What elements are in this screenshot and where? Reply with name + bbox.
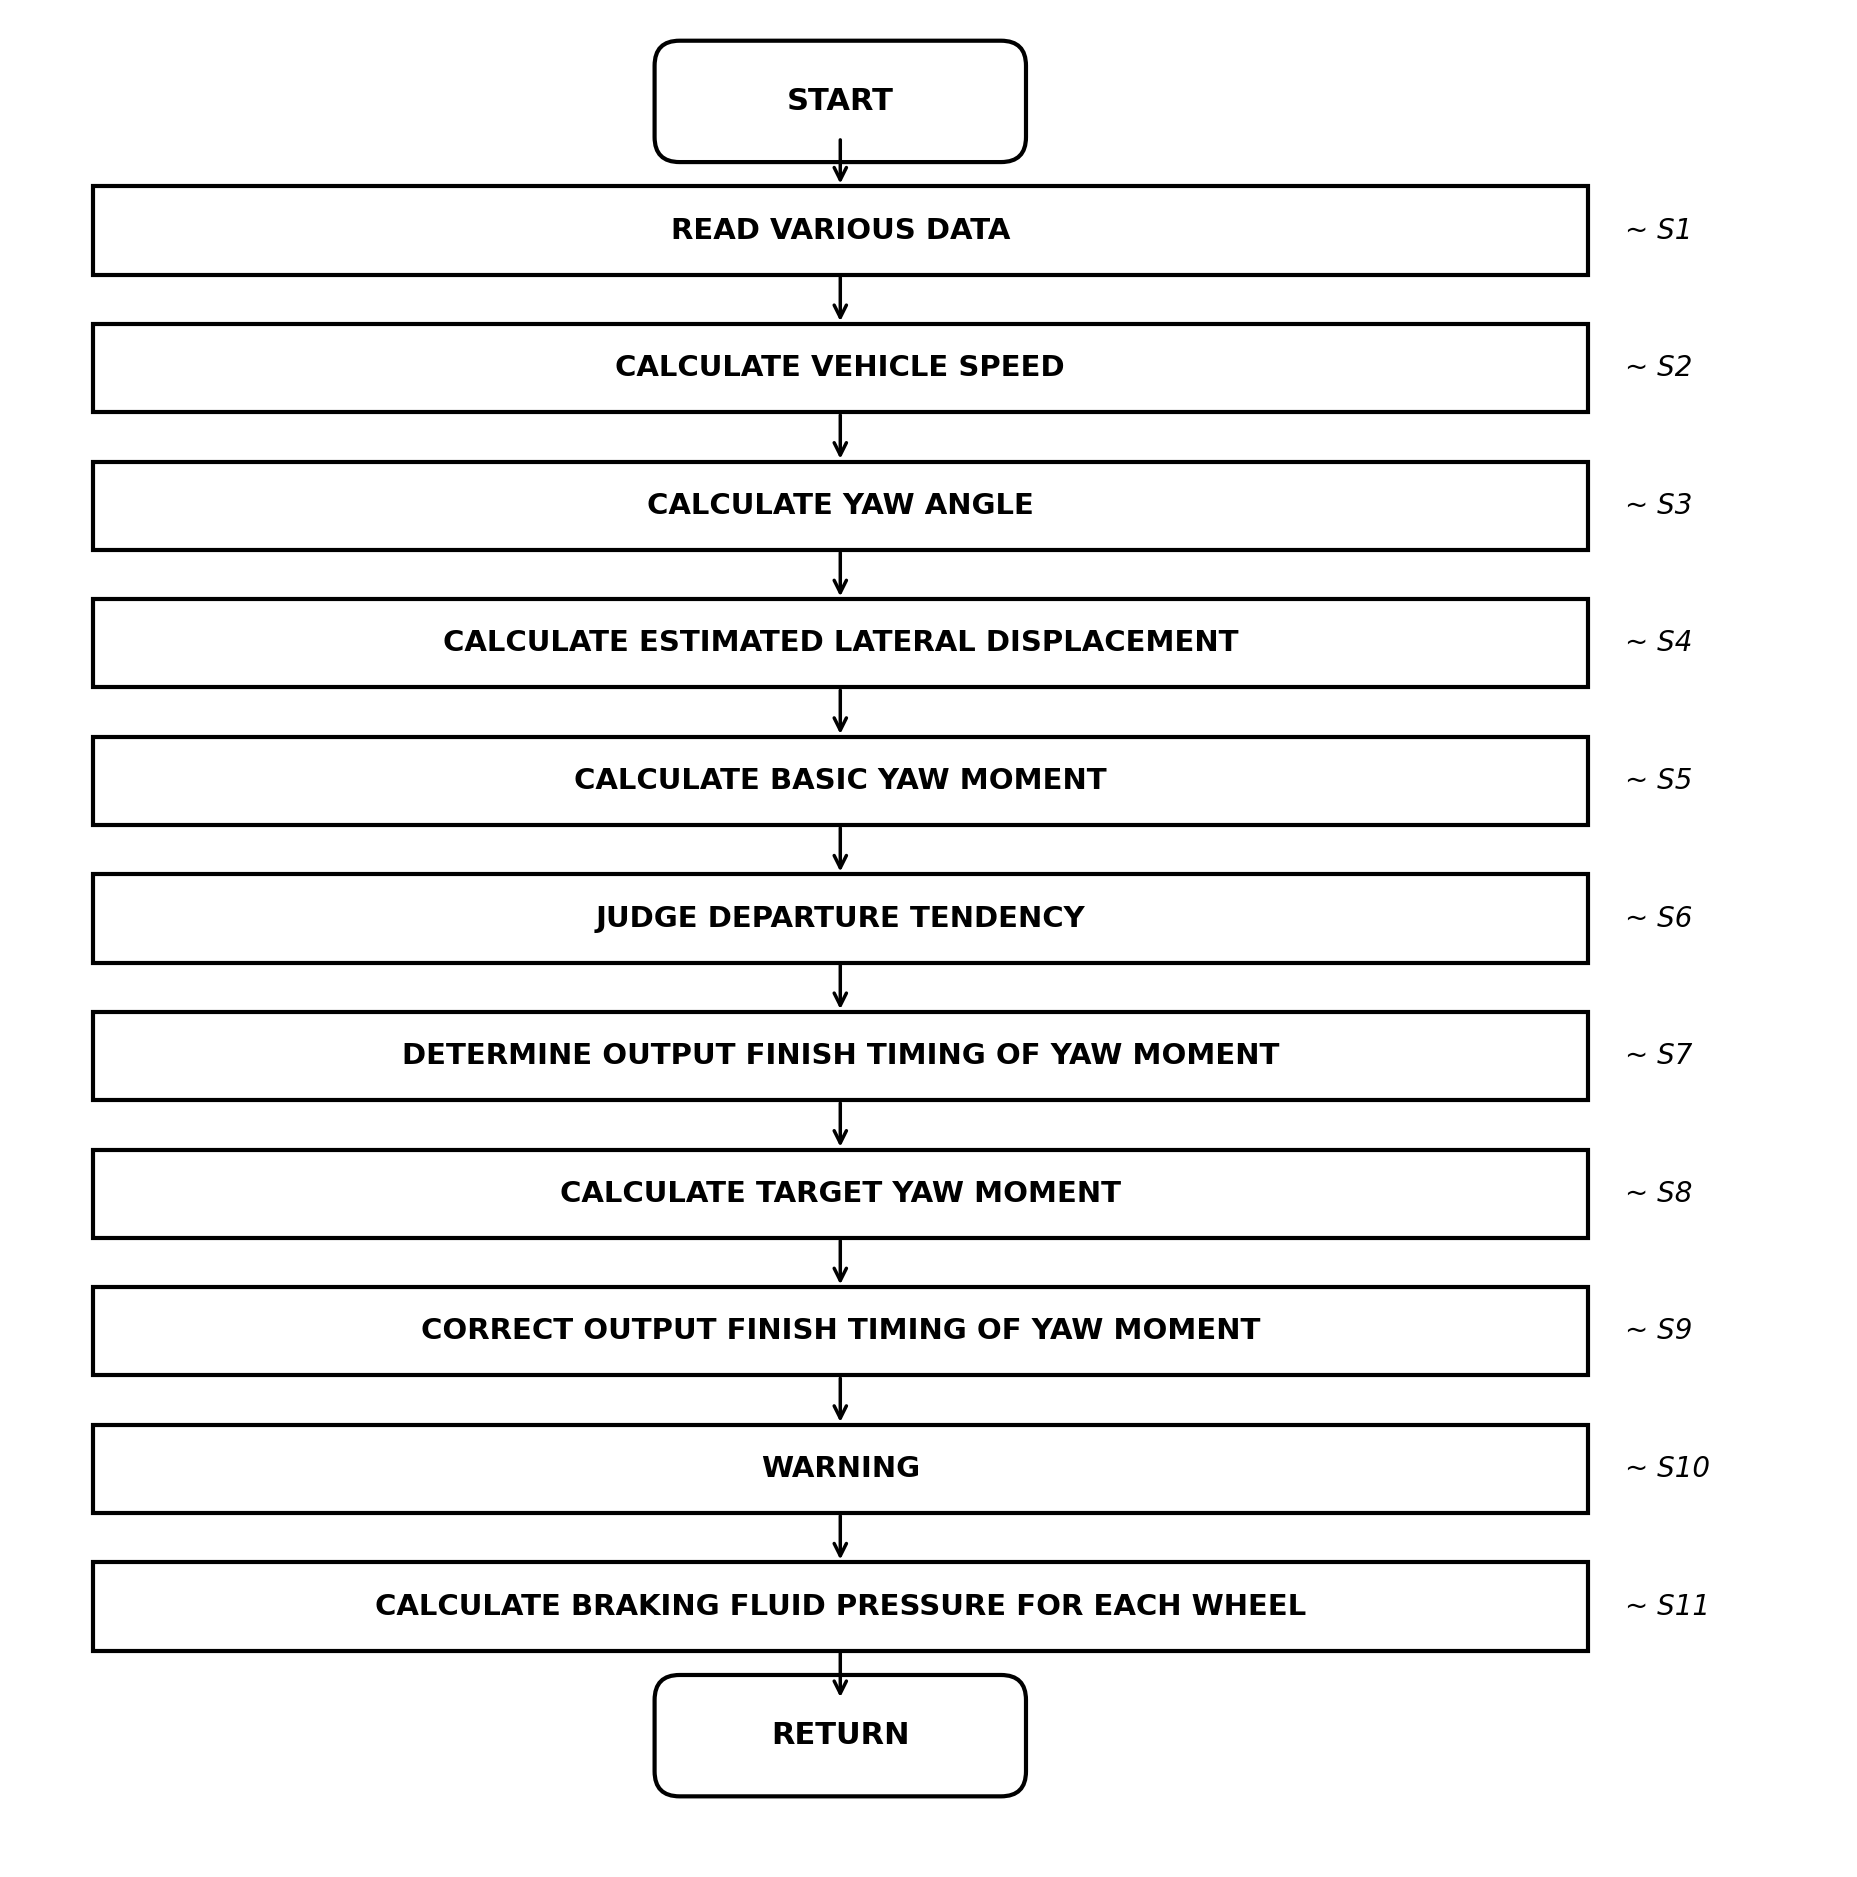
Bar xyxy=(93,599,1588,687)
Bar xyxy=(93,1288,1588,1376)
Text: ~ S9: ~ S9 xyxy=(1625,1318,1692,1346)
Text: JUDGE DEPARTURE TENDENCY: JUDGE DEPARTURE TENDENCY xyxy=(596,905,1084,933)
Text: ~ S11: ~ S11 xyxy=(1625,1592,1710,1620)
Text: ~ S7: ~ S7 xyxy=(1625,1042,1692,1070)
Text: ~ S6: ~ S6 xyxy=(1625,905,1692,933)
FancyBboxPatch shape xyxy=(654,41,1025,161)
Bar xyxy=(93,1562,1588,1650)
Text: ~ S4: ~ S4 xyxy=(1625,629,1692,657)
Bar xyxy=(93,186,1588,274)
Bar xyxy=(93,1425,1588,1513)
Text: ~ S2: ~ S2 xyxy=(1625,355,1692,383)
Text: RETURN: RETURN xyxy=(771,1721,910,1749)
Text: CORRECT OUTPUT FINISH TIMING OF YAW MOMENT: CORRECT OUTPUT FINISH TIMING OF YAW MOME… xyxy=(420,1318,1261,1346)
Bar xyxy=(93,325,1588,413)
Text: ~ S5: ~ S5 xyxy=(1625,768,1692,796)
Text: CALCULATE TARGET YAW MOMENT: CALCULATE TARGET YAW MOMENT xyxy=(559,1181,1122,1207)
Bar xyxy=(93,1149,1588,1237)
Text: CALCULATE BRAKING FLUID PRESSURE FOR EACH WHEEL: CALCULATE BRAKING FLUID PRESSURE FOR EAC… xyxy=(375,1592,1305,1620)
Text: READ VARIOUS DATA: READ VARIOUS DATA xyxy=(670,216,1010,244)
Text: START: START xyxy=(787,86,893,116)
FancyBboxPatch shape xyxy=(654,1674,1025,1796)
Text: CALCULATE ESTIMATED LATERAL DISPLACEMENT: CALCULATE ESTIMATED LATERAL DISPLACEMENT xyxy=(442,629,1239,657)
Text: ~ S3: ~ S3 xyxy=(1625,492,1692,520)
Text: ~ S8: ~ S8 xyxy=(1625,1181,1692,1207)
Text: WARNING: WARNING xyxy=(761,1455,919,1483)
Text: DETERMINE OUTPUT FINISH TIMING OF YAW MOMENT: DETERMINE OUTPUT FINISH TIMING OF YAW MO… xyxy=(401,1042,1279,1070)
Text: CALCULATE YAW ANGLE: CALCULATE YAW ANGLE xyxy=(646,492,1034,520)
Bar xyxy=(93,875,1588,963)
Bar xyxy=(93,1012,1588,1100)
Text: CALCULATE BASIC YAW MOMENT: CALCULATE BASIC YAW MOMENT xyxy=(574,768,1107,796)
Text: CALCULATE VEHICLE SPEED: CALCULATE VEHICLE SPEED xyxy=(615,355,1066,383)
Text: ~ S1: ~ S1 xyxy=(1625,216,1692,244)
Bar xyxy=(93,738,1588,826)
Text: ~ S10: ~ S10 xyxy=(1625,1455,1710,1483)
Bar xyxy=(93,462,1588,550)
